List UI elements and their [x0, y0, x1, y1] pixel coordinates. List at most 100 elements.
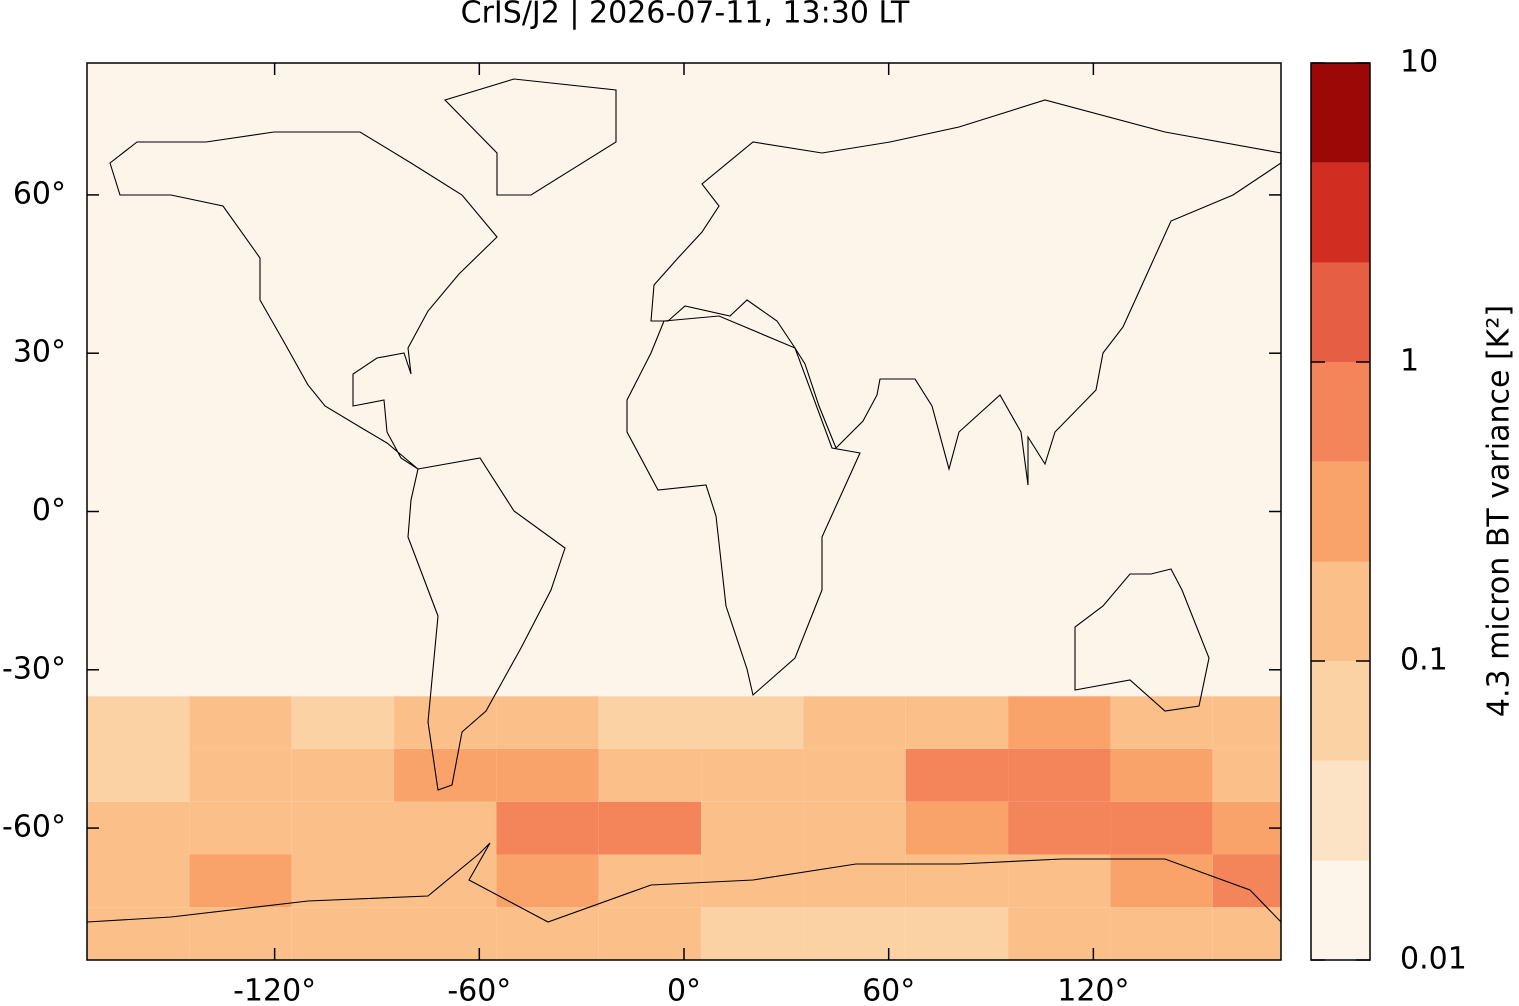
cell	[394, 801, 497, 855]
cell	[87, 854, 190, 908]
cell	[189, 854, 292, 908]
x-tick-label: 120°	[1057, 974, 1129, 1003]
cell	[1212, 748, 1281, 802]
axes: -120° -60° 0° 60° 120° 60° 30° 0° -30° -60°	[2, 63, 1281, 1006]
chart-title: CrIS/J2 | 2026-07-11, 13:30 LT	[461, 0, 910, 31]
colorbar-band	[1311, 561, 1370, 661]
colorbar-band	[1311, 63, 1370, 163]
cell	[701, 854, 804, 908]
cell	[87, 801, 190, 855]
cell	[701, 63, 804, 697]
cell	[1212, 696, 1281, 749]
cell	[1212, 854, 1281, 908]
colorbar-label: 4.3 micron BT variance [K²]	[1482, 305, 1517, 717]
cell	[496, 907, 599, 960]
cell	[905, 907, 1009, 960]
cell	[701, 801, 804, 855]
colorbar-band	[1311, 162, 1370, 263]
cell	[189, 63, 292, 697]
colorbar-band	[1311, 362, 1370, 462]
cell	[803, 801, 906, 855]
y-tick-label: 0°	[32, 493, 66, 528]
colorbar-band	[1311, 262, 1370, 362]
cell	[1110, 748, 1213, 802]
cell	[1110, 63, 1213, 697]
cell	[189, 748, 292, 802]
cell	[1008, 63, 1111, 697]
cell	[291, 907, 395, 960]
x-tick-label: -60°	[447, 974, 511, 1003]
colorbar-tick-label: 1	[1400, 344, 1419, 379]
cell	[1212, 63, 1281, 697]
y-tick-label: 30°	[13, 335, 66, 370]
cell	[1008, 748, 1111, 802]
cell	[394, 748, 497, 802]
coastlines	[86, 78, 1282, 923]
coastline	[407, 457, 566, 791]
cell	[905, 748, 1009, 802]
coastline	[443, 78, 617, 196]
cell	[905, 801, 1009, 855]
cell	[1008, 696, 1111, 749]
cell	[87, 748, 190, 802]
cell	[496, 748, 599, 802]
cell	[496, 696, 599, 749]
y-tick-label: -30°	[2, 651, 66, 686]
cell	[803, 63, 906, 697]
cell	[905, 854, 1009, 908]
cell	[905, 63, 1009, 697]
cell	[1110, 854, 1213, 908]
cell	[496, 63, 599, 697]
cell	[189, 801, 292, 855]
coastline	[1074, 568, 1210, 712]
cell	[394, 907, 497, 960]
cell	[291, 748, 395, 802]
coastline	[109, 131, 498, 470]
x-tick-label: 60°	[862, 974, 915, 1003]
cell	[803, 854, 906, 908]
colorbar-tick-label: 0.01	[1400, 942, 1467, 977]
cell	[496, 854, 599, 908]
cell	[1110, 696, 1213, 749]
x-tick-label: -120°	[233, 974, 316, 1003]
cell	[803, 696, 906, 749]
cell	[1212, 907, 1281, 960]
cell	[701, 748, 804, 802]
x-tick-label: 0°	[667, 974, 701, 1003]
cell	[87, 696, 190, 749]
cell	[394, 854, 497, 908]
cell	[1008, 907, 1111, 960]
cell	[1008, 801, 1111, 855]
colorbar-band	[1311, 760, 1370, 861]
cell	[87, 63, 190, 697]
heatmap	[87, 63, 1281, 960]
colorbar-band	[1311, 661, 1370, 761]
coastline	[626, 315, 861, 697]
cell	[394, 696, 497, 749]
cell	[701, 696, 804, 749]
cell	[394, 63, 497, 697]
cell	[598, 696, 702, 749]
cell	[598, 748, 702, 802]
cell	[803, 907, 906, 960]
colorbar-tick-label: 10	[1400, 45, 1438, 80]
cell	[598, 907, 702, 960]
cell	[1110, 907, 1213, 960]
y-tick-label: -60°	[2, 810, 66, 845]
cell	[87, 907, 190, 960]
cell	[1110, 801, 1213, 855]
cell	[803, 748, 906, 802]
cell	[598, 63, 702, 697]
cell	[496, 801, 599, 855]
colorbar-band	[1311, 461, 1370, 562]
colorbar-frame	[1310, 62, 1371, 961]
cell	[1008, 854, 1111, 908]
cell	[291, 801, 395, 855]
colorbar-band	[1311, 860, 1370, 960]
colorbar: 0.01 0.1 1 10	[1310, 45, 1467, 977]
cell	[905, 696, 1009, 749]
cell	[291, 696, 395, 749]
cell	[189, 907, 292, 960]
cell	[598, 854, 702, 908]
